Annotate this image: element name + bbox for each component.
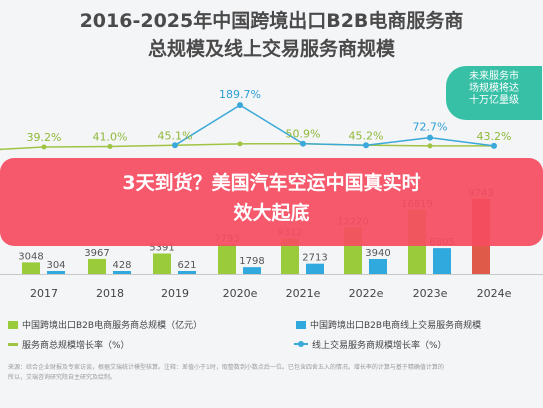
promo-banner-text[interactable]: 3天到货？美国汽车空运中国真实时 效大起底 [0,168,543,228]
bar-online-2017 [47,271,65,274]
footnote-line: 所以，艾瑞咨询研究院自主研究及绘制。 [8,374,117,381]
footnote-line: 来源：综合企业财报及专家访谈，根据艾瑞统计模型核算。注释：差值小于1时，取整数到… [8,364,444,371]
point-online-growth-2019 [172,142,178,149]
bar-online-2021e [306,263,324,274]
point-total-growth-2017 [41,144,47,150]
bar-total-2018 [88,258,106,274]
data-label-total-growth-2024e: 43.2% [477,130,512,143]
data-label-online-growth-2020e: 189.7% [219,88,261,101]
x-tick-label-2018: 2018 [96,287,124,300]
x-tick-label-2020e: 2020e [223,287,258,300]
data-label-total-2018: 3967 [84,248,109,259]
bar-total-2021e [281,238,299,274]
data-label-online-2018: 428 [112,260,131,271]
legend-swatch-online-scale [296,321,306,329]
promo-banner[interactable] [0,158,543,246]
note-line: 十万亿量级 [469,95,519,106]
point-online-growth-2020e [237,102,243,109]
bar-online-2023e [433,248,451,274]
bar-online-2020e [243,267,261,274]
banner-line1: 3天到货？美国汽车空运中国真实时 [122,172,421,194]
data-label-total-2017: 3048 [18,251,43,262]
legend-label-total-growth: 服务商总规模增长率（%） [22,341,130,351]
x-tick-label-2022e: 2022e [349,287,384,300]
chart-title-line1: 2016-2025年中国跨境出口B2B电商服务商 [79,10,464,32]
footnote: 来源：综合企业财报及专家访谈，根据艾瑞统计模型核算。注释：差值小于1时，取整数到… [8,363,538,383]
data-label-total-growth-2022e: 45.2% [349,129,384,142]
point-online-growth-2024e [491,142,497,149]
data-label-online-2019: 621 [177,260,196,271]
legend-label-total-scale: 中国跨境出口B2B电商服务商总规模（亿元） [22,321,203,331]
x-tick-label-2021e: 2021e [286,287,321,300]
point-online-growth-2021e [300,140,306,147]
banner-line2: 效大起底 [233,202,310,224]
point-total-growth-2020e [237,141,243,147]
line-total-growth [0,142,494,151]
bar-total-2017 [22,262,40,274]
note-line: 场规模将达 [469,83,519,94]
legend-swatch-total-scale [8,321,18,329]
data-label-online-2021e: 2713 [302,253,327,264]
legend-label-online-growth: 线上交易服务商规模增长率（%） [312,341,447,351]
point-total-growth-2018 [107,143,113,149]
bar-total-2020e [218,244,236,274]
data-label-online-2017: 304 [46,260,65,271]
legend-swatch-online-growth-dot [298,341,304,347]
data-label-total-2019: 5391 [149,242,174,253]
bar-online-2019 [178,271,196,274]
data-label-total-growth-2018: 41.0% [93,130,128,143]
chart-title-line2: 总规模及线上交易服务商规模 [147,38,395,60]
bar-online-2018 [113,271,131,274]
line-online-growth [174,104,495,147]
legend-swatch-total-growth [8,343,18,346]
x-tick-label-2023e: 2023e [413,287,448,300]
data-label-online-2022e: 3940 [365,248,390,259]
bar-online-2022e [369,259,387,274]
data-label-total-growth-2019: 45.1% [158,129,193,142]
data-label-total-growth-2021e: 50.9% [286,128,321,141]
note-line: 未来服务市 [469,71,519,82]
data-label-total-growth-2017: 39.2% [27,131,62,144]
x-tick-label-2019: 2019 [161,287,189,300]
data-label-online-growth-2023e: 72.7% [413,121,448,134]
point-online-growth-2022e [363,142,369,149]
bar-total-2019 [153,253,171,274]
x-tick-label-2017: 2017 [30,287,58,300]
legend-label-online-scale: 中国跨境出口B2B电商线上交易服务商规模 [310,321,482,331]
point-online-growth-2023e [427,134,433,141]
data-label-online-2020e: 1798 [239,256,264,267]
forecast-note-bubble: 未来服务市 场规模将达 十万亿量级 [446,66,542,120]
point-total-growth-2023e [427,143,433,149]
x-tick-label-2024e: 2024e [477,287,512,300]
point-total-growth-2016 [0,148,1,152]
